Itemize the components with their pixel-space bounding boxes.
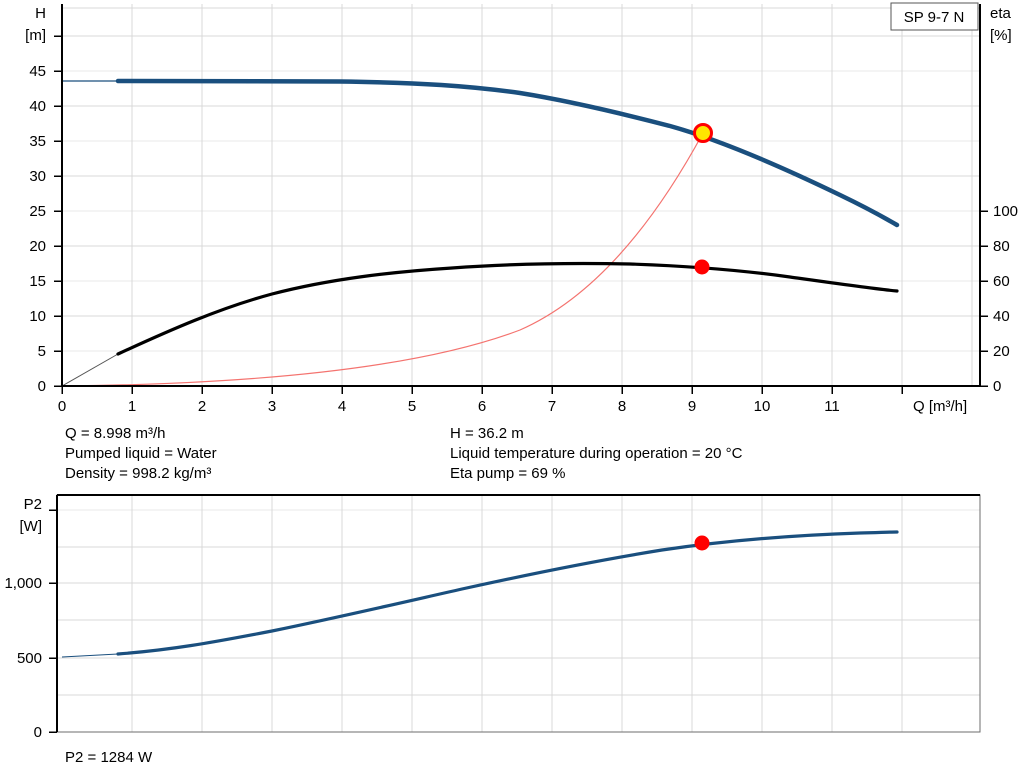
power-ytick-1000: 1,000 <box>4 575 42 592</box>
info-head: H = 36.2 m <box>450 425 524 442</box>
head-chart-horizontal-gridlines <box>62 7 980 352</box>
eta-tick-60: 60 <box>993 273 1010 290</box>
eta-tick-80: 80 <box>993 238 1010 255</box>
head-xtick-7: 7 <box>548 398 556 415</box>
pump-model-label: SP 9-7 N <box>904 9 965 26</box>
flow-axis-title: Q [m³/h] <box>913 398 967 415</box>
operating-info-block: Q = 8.998 m³/h Pumped liquid = Water Den… <box>65 425 743 482</box>
duty-point-marker[interactable] <box>693 123 713 143</box>
head-ytick-10: 10 <box>29 308 46 325</box>
head-curve <box>115 78 900 228</box>
head-xtick-3: 3 <box>268 398 276 415</box>
head-ytick-5: 5 <box>38 343 46 360</box>
head-ytick-0: 0 <box>38 378 46 395</box>
head-axis-title-line1: H <box>35 5 46 22</box>
power-chart-horizontal-gridlines <box>57 509 980 696</box>
head-ytick-40: 40 <box>29 98 46 115</box>
eta-tick-20: 20 <box>993 343 1010 360</box>
head-ytick-25: 25 <box>29 203 46 220</box>
power-axis-title-line1: P2 <box>24 496 42 513</box>
head-ytick-35: 35 <box>29 133 46 150</box>
power-ytick-0: 0 <box>34 724 42 741</box>
eta-tick-40: 40 <box>993 308 1010 325</box>
eta-point-marker[interactable] <box>694 259 710 275</box>
eta-curve <box>116 261 899 356</box>
power-chart: P2 [W] 1,000 500 0 P2 = 1284 W <box>4 494 981 766</box>
eta-curve-leadin <box>61 353 119 387</box>
power-ytick-500: 500 <box>17 650 42 667</box>
eta-axis-title-line2: [%] <box>990 27 1012 44</box>
head-chart-left-ticks <box>54 35 62 387</box>
head-ytick-20: 20 <box>29 238 46 255</box>
head-chart-bottom-ticks <box>61 386 903 394</box>
power-chart-vertical-gridlines <box>131 495 903 732</box>
head-xtick-9: 9 <box>688 398 696 415</box>
head-xtick-4: 4 <box>338 398 346 415</box>
head-axis-title-line2: [m] <box>25 27 46 44</box>
system-curve <box>61 132 704 387</box>
head-xtick-1: 1 <box>128 398 136 415</box>
power-curve-leadin <box>61 653 119 658</box>
eta-axis-title-line1: eta <box>990 5 1012 22</box>
head-eta-chart: 45 40 35 30 25 20 15 10 5 0 H [m] <box>25 2 1018 415</box>
head-xtick-2: 2 <box>198 398 206 415</box>
info-temp: Liquid temperature during operation = 20… <box>450 445 743 462</box>
eta-tick-0: 0 <box>993 378 1001 395</box>
head-xtick-6: 6 <box>478 398 486 415</box>
eta-tick-100: 100 <box>993 203 1018 220</box>
head-ytick-45: 45 <box>29 63 46 80</box>
head-chart-right-ticks <box>980 210 988 387</box>
head-xtick-5: 5 <box>408 398 416 415</box>
head-chart-vertical-gridlines <box>131 4 973 386</box>
head-ytick-30: 30 <box>29 168 46 185</box>
head-ytick-15: 15 <box>29 273 46 290</box>
info-eta-pump: Eta pump = 69 % <box>450 465 566 482</box>
head-xtick-8: 8 <box>618 398 626 415</box>
info-liquid: Pumped liquid = Water <box>65 445 217 462</box>
power-caption: P2 = 1284 W <box>65 749 153 766</box>
info-density: Density = 998.2 kg/m³ <box>65 465 211 482</box>
pump-model-badge: SP 9-7 N <box>890 2 979 31</box>
head-xtick-0: 0 <box>58 398 66 415</box>
power-axis-title-line2: [W] <box>20 518 43 535</box>
head-xtick-11: 11 <box>824 398 840 415</box>
info-flow: Q = 8.998 m³/h <box>65 425 165 442</box>
power-chart-frame <box>56 494 981 733</box>
head-xtick-10: 10 <box>754 398 771 415</box>
power-duty-point-marker[interactable] <box>694 535 710 551</box>
power-curve <box>116 530 899 656</box>
power-chart-left-ticks <box>49 509 57 733</box>
